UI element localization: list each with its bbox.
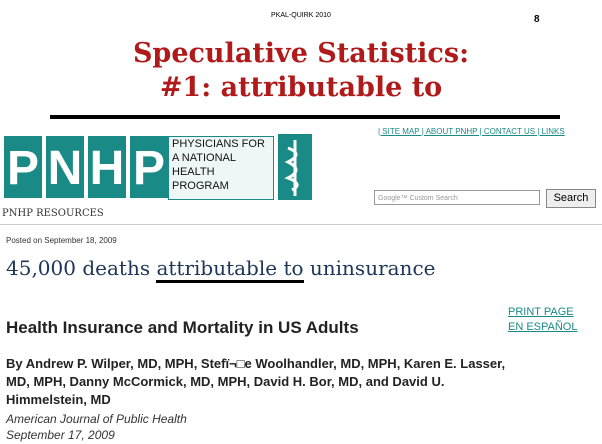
authors-line: By Andrew P. Wilper, MD, MPH, Stefï¬□e W… bbox=[6, 356, 506, 371]
logo-letter: H bbox=[88, 136, 126, 198]
authors-line: MD, MPH, Danny McCormick, MD, MPH, David… bbox=[6, 374, 445, 389]
logo-name: A NATIONAL bbox=[172, 152, 236, 164]
headline-highlight: attributable to bbox=[156, 256, 304, 283]
headline-part: uninsurance bbox=[309, 256, 436, 280]
posted-date: Posted on September 18, 2009 bbox=[6, 236, 117, 245]
headline-part: 45,000 deaths bbox=[6, 256, 151, 280]
headline: 45,000 deaths attributable to uninsuranc… bbox=[6, 256, 436, 283]
logo-name: PROGRAM bbox=[172, 180, 229, 192]
logo-letter: P bbox=[130, 136, 168, 198]
logo-name: PHYSICIANS FOR bbox=[172, 138, 265, 150]
separator bbox=[0, 224, 602, 225]
journal: American Journal of Public Health bbox=[6, 412, 187, 426]
article-title: Health Insurance and Mortality in US Adu… bbox=[6, 318, 359, 337]
page-number: 8 bbox=[534, 14, 540, 25]
logo-name-box bbox=[168, 136, 274, 200]
divider bbox=[50, 115, 560, 119]
title-line: #1: attributable to bbox=[159, 72, 443, 103]
search-input[interactable]: Google™ Custom Search bbox=[374, 190, 540, 205]
search-button[interactable]: Search bbox=[546, 189, 596, 208]
print-link[interactable]: PRINT PAGE bbox=[508, 306, 574, 318]
logo-name: HEALTH bbox=[172, 166, 215, 178]
spanish-link[interactable]: EN ESPAÑOL bbox=[508, 321, 578, 333]
section-label: PNHP RESOURCES bbox=[2, 208, 104, 219]
authors-line: Himmelstein, MD bbox=[6, 392, 111, 407]
title-line: Speculative Statistics: bbox=[132, 38, 470, 69]
logo-letter: P bbox=[4, 136, 42, 198]
logo-letter: N bbox=[46, 136, 84, 198]
caduceus-icon bbox=[278, 134, 312, 200]
top-links[interactable]: | SITE MAP | ABOUT PNHP | CONTACT US | L… bbox=[378, 127, 565, 136]
header-note: PKAL-QUIRK 2010 bbox=[271, 12, 331, 19]
article-date: September 17, 2009 bbox=[6, 428, 115, 442]
